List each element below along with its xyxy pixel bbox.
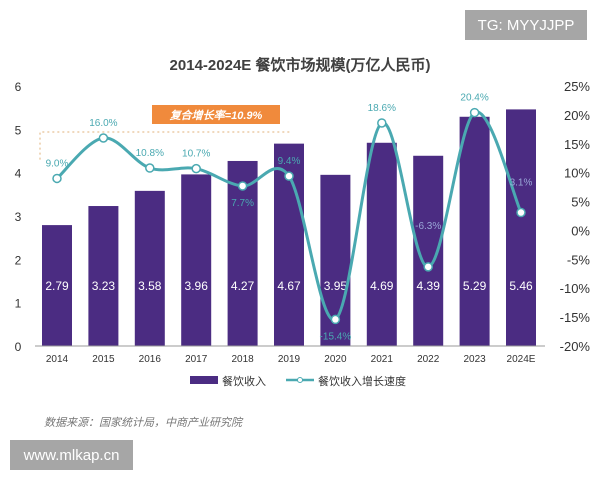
bar [506, 109, 536, 347]
growth-point [191, 163, 201, 174]
right-axis-tick: -10% [560, 281, 591, 296]
bar-label: 2.79 [45, 279, 69, 293]
right-axis-tick: 0% [571, 223, 590, 238]
growth-point [284, 171, 294, 181]
chart-title: 2014-2024E 餐饮市场规模(万亿人民币) [170, 56, 431, 74]
bar-label: 3.95 [324, 279, 348, 293]
x-axis-tick: 2021 [371, 354, 394, 365]
bar [459, 116, 490, 347]
x-axis-tick: 2023 [463, 354, 486, 365]
growth-point [516, 207, 526, 218]
bar-label: 4.27 [231, 279, 255, 293]
cagr-annotation: 复合增长率=10.9% [169, 109, 263, 122]
bar [42, 225, 72, 346]
left-axis-tick: 6 [15, 80, 22, 94]
growth-label: -6.3% [415, 221, 441, 232]
legend-line-marker [297, 377, 303, 383]
right-axis-tick: 25% [564, 79, 590, 94]
growth-label: 10.8% [136, 148, 164, 159]
bar-label: 4.39 [417, 279, 441, 293]
watermark-top-right: TG: MYYJJPP [465, 10, 587, 40]
x-axis-tick: 2014 [46, 354, 69, 365]
bar-label: 4.69 [370, 279, 394, 293]
growth-label: -15.4% [320, 331, 352, 342]
bar-label: 5.46 [509, 279, 533, 293]
bar-label: 4.67 [277, 279, 301, 293]
legend-bar-swatch [190, 376, 218, 384]
right-axis-tick: 20% [564, 108, 590, 123]
left-axis-tick: 0 [15, 340, 22, 354]
growth-point [237, 181, 248, 191]
growth-point [377, 118, 387, 128]
x-axis-tick: 2024E [507, 354, 536, 365]
bar [181, 174, 212, 346]
growth-label: 9.4% [278, 156, 301, 167]
cagr-annotation-box [152, 105, 280, 124]
x-axis-tick: 2019 [278, 354, 301, 365]
right-axis-tick: 15% [564, 137, 590, 152]
left-axis-tick: 1 [15, 297, 22, 311]
bar [227, 160, 258, 346]
growth-label: 9.0% [46, 158, 69, 169]
growth-point [469, 107, 480, 118]
growth-point [330, 314, 341, 325]
left-axis-tick: 2 [15, 253, 22, 267]
growth-point [52, 173, 62, 184]
legend-bar-label: 餐饮收入 [222, 374, 266, 388]
bar [134, 190, 165, 346]
x-axis-tick: 2022 [417, 354, 440, 365]
growth-label: 16.0% [89, 118, 117, 129]
x-axis-tick: 2015 [92, 354, 115, 365]
x-axis-tick: 2018 [231, 354, 254, 365]
x-axis-tick: 2016 [139, 354, 162, 365]
growth-point [98, 133, 109, 143]
bar-label: 3.96 [185, 279, 209, 293]
legend-line-label: 餐饮收入增长速度 [318, 374, 406, 388]
growth-label: 10.7% [182, 149, 210, 160]
growth-point [423, 262, 433, 272]
growth-label: 7.7% [231, 198, 254, 209]
growth-label: 18.6% [368, 103, 396, 114]
right-axis-tick: -20% [560, 339, 591, 354]
left-axis-tick: 3 [15, 210, 22, 224]
bar-label: 3.23 [92, 279, 116, 293]
bar [366, 142, 397, 346]
growth-point [145, 163, 155, 173]
bar [88, 206, 119, 346]
bar-label: 5.29 [463, 279, 487, 293]
growth-label: 20.4% [460, 93, 488, 104]
right-axis-tick: -5% [567, 252, 591, 267]
left-axis-tick: 4 [15, 167, 22, 181]
source-note: 数据来源：国家统计局，中商产业研究院 [44, 416, 244, 429]
growth-label: 3.1% [510, 178, 533, 189]
bar-label: 3.58 [138, 279, 162, 293]
right-axis-tick: 10% [564, 166, 590, 181]
x-axis-tick: 2020 [324, 354, 347, 365]
x-axis-tick: 2017 [185, 354, 208, 365]
watermark-bottom-left: www.mlkap.cn [10, 440, 133, 470]
left-axis-tick: 5 [15, 123, 22, 137]
right-axis-tick: -15% [560, 310, 591, 325]
right-axis-tick: 5% [571, 195, 590, 210]
